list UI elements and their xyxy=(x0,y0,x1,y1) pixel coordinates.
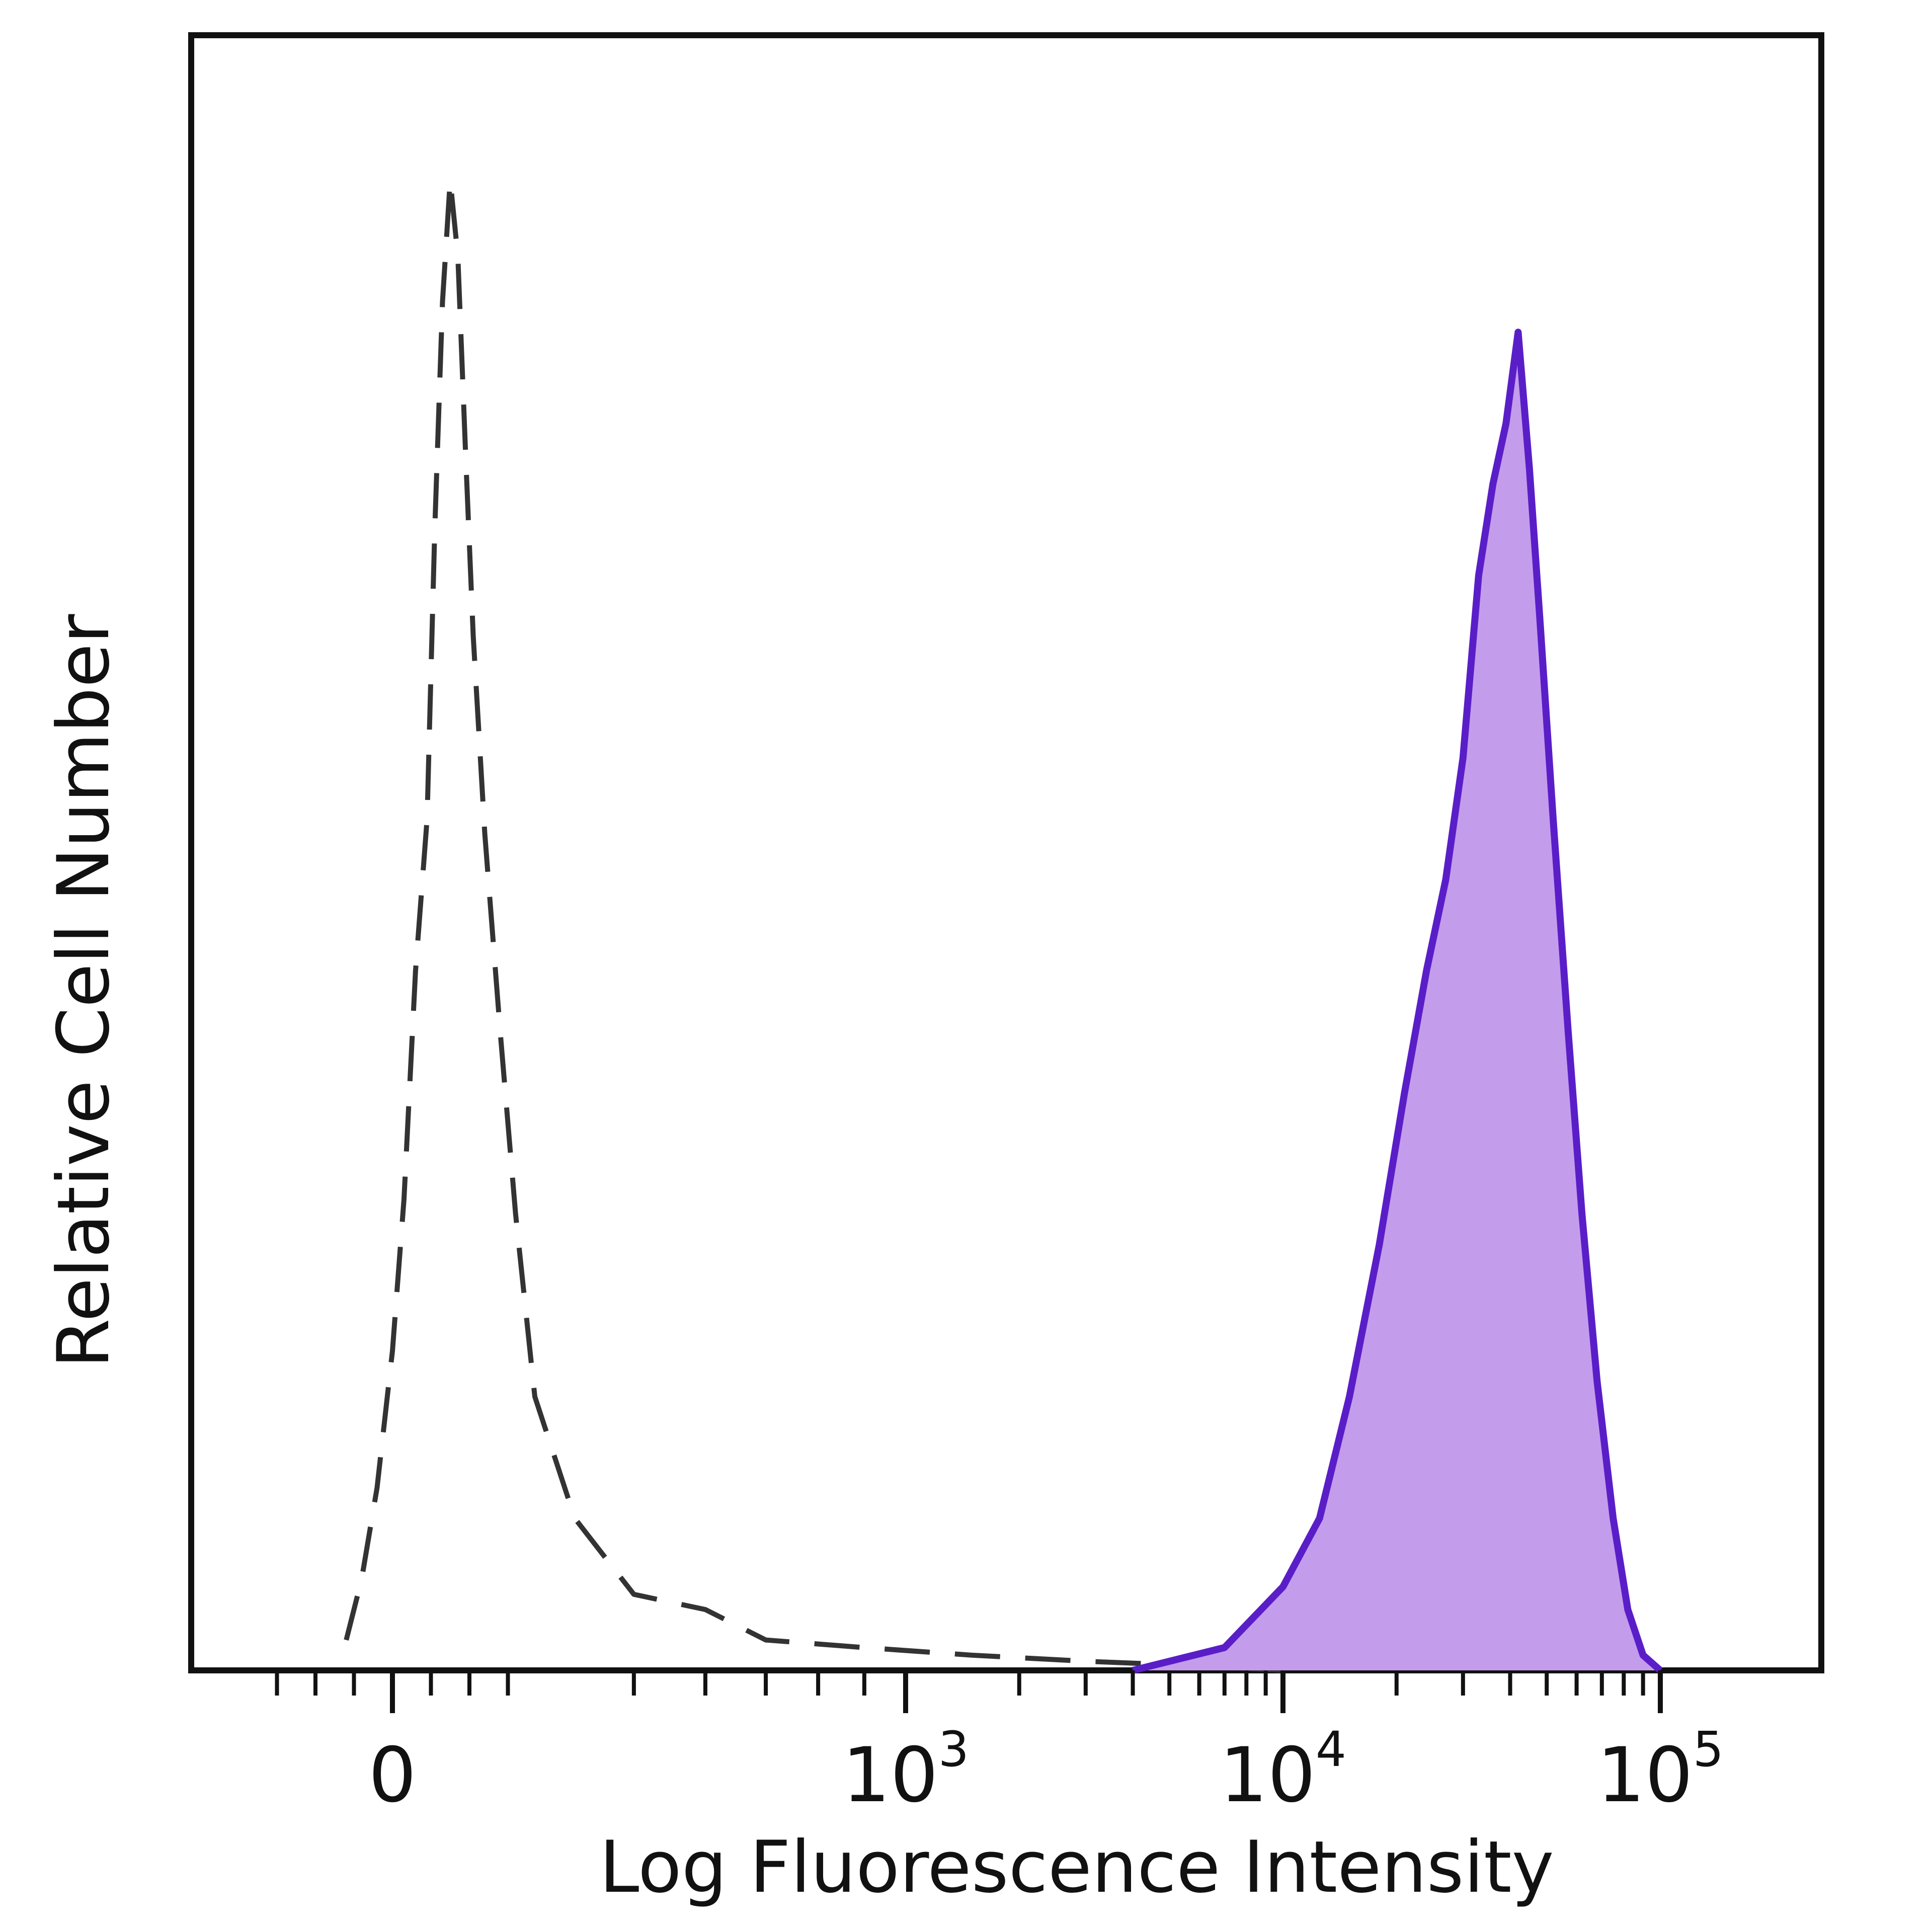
x-tick-label: 103 xyxy=(842,1721,969,1819)
x-tick-label: 0 xyxy=(368,1732,416,1819)
series-1-outline xyxy=(1132,329,1663,1674)
series-1-fill xyxy=(1133,332,1660,1671)
x-tick-label: 105 xyxy=(1597,1721,1724,1819)
plot-frame xyxy=(188,32,1824,1673)
x-tick-label: 104 xyxy=(1220,1721,1346,1819)
x-axis: 0 103 104 105 xyxy=(275,1670,1724,1819)
y-axis-title: Relative Cell Number xyxy=(42,614,125,1368)
x-axis-title: Log Fluorescence Intensity xyxy=(599,1826,1554,1909)
series-0-dashed-outline xyxy=(344,178,1283,1673)
series-layer xyxy=(344,178,1663,1674)
